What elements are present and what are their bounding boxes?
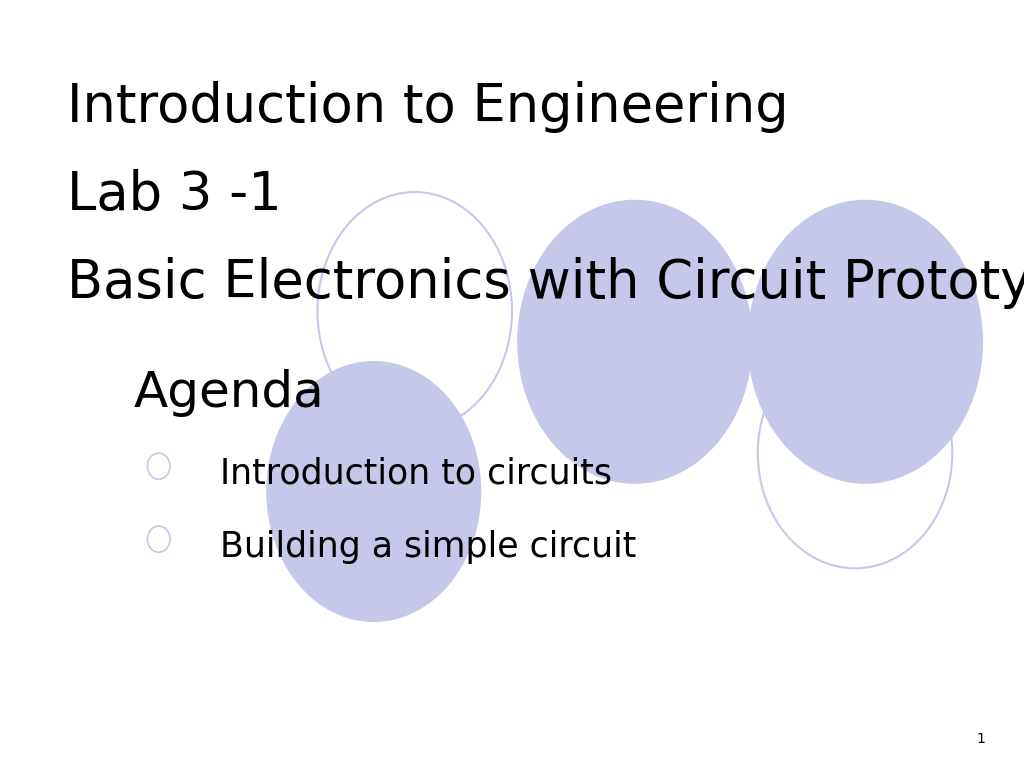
Text: 1: 1 [976,733,985,746]
Text: Basic Electronics with Circuit Prototyping: Basic Electronics with Circuit Prototypi… [67,257,1024,310]
Ellipse shape [748,200,983,484]
Ellipse shape [517,200,753,484]
Ellipse shape [266,361,481,622]
Text: Lab 3 -1: Lab 3 -1 [67,169,282,221]
Text: Building a simple circuit: Building a simple circuit [220,530,637,564]
Text: Introduction to Engineering: Introduction to Engineering [67,81,788,133]
Text: Introduction to circuits: Introduction to circuits [220,457,612,491]
Text: Agenda: Agenda [133,369,324,416]
